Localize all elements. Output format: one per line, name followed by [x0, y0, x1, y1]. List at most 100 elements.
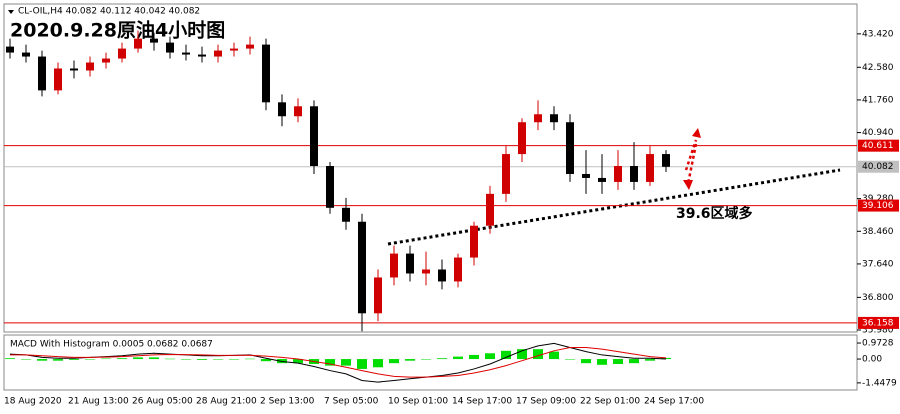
candle-body	[374, 277, 382, 314]
candle-body	[422, 269, 430, 274]
histogram-bar	[325, 359, 335, 366]
candle-body	[470, 225, 478, 258]
candle-body	[406, 253, 414, 274]
y-tick-label: 38.460	[862, 227, 894, 237]
y-tick-label: 40.940	[862, 128, 894, 138]
x-tick-label: 2 Sep 13:00	[260, 397, 315, 407]
candle-body	[166, 42, 174, 53]
x-tick-label: 26 Aug 05:00	[132, 397, 193, 407]
candle-body	[102, 58, 110, 63]
level-tag	[858, 316, 899, 329]
x-tick-label: 10 Sep 01:00	[388, 397, 448, 407]
level-label: 40.082	[862, 162, 894, 172]
candle-body	[326, 166, 334, 208]
histogram-bar	[597, 359, 607, 365]
candle-body	[214, 50, 222, 57]
candle-body	[630, 166, 638, 182]
histogram-bar	[613, 359, 623, 364]
arrow-head	[692, 128, 701, 138]
arrow-down	[686, 143, 698, 185]
candle-body	[662, 154, 670, 167]
candle-body	[246, 44, 254, 49]
histogram-bar	[53, 359, 63, 361]
candle-body	[118, 48, 126, 59]
candle-body	[518, 122, 526, 155]
histogram-bar	[229, 359, 239, 360]
candle-body	[614, 166, 622, 182]
histogram-bar	[21, 359, 31, 360]
candle-body	[582, 173, 590, 178]
histogram-bar	[117, 358, 127, 360]
y-tick-label: 37.640	[862, 259, 894, 269]
candle-body	[454, 257, 462, 282]
trendline	[387, 168, 841, 246]
candle-body	[54, 68, 62, 91]
histogram-bar	[213, 359, 223, 360]
histogram-bar	[517, 349, 527, 360]
candle-body	[70, 68, 78, 71]
x-tick-label: 17 Sep 09:00	[516, 397, 576, 407]
candle-body	[86, 62, 94, 71]
macd-title: MACD With Histogram 0.0005 0.0682 0.0687	[10, 340, 213, 350]
candle-body	[6, 46, 14, 53]
histogram-bar	[629, 359, 639, 364]
histogram-bar	[421, 359, 431, 360]
y-tick-label: 42.580	[862, 63, 894, 73]
y-tick-label: 0.9728	[862, 339, 894, 349]
histogram-bar	[149, 357, 159, 360]
candle-body	[294, 106, 302, 117]
macd-line	[9, 342, 667, 383]
y-tick-label: 35.980	[862, 326, 894, 336]
candle-body	[550, 114, 558, 123]
histogram-bar	[85, 359, 95, 360]
arrow-up	[684, 139, 698, 171]
macd-frame	[3, 334, 858, 391]
chart-title: 2020.9.28原油4小时图	[10, 20, 225, 42]
annotation: 39.6区域多	[676, 205, 753, 222]
histogram-bar	[565, 359, 575, 360]
histogram-bar	[645, 359, 655, 361]
candle-body	[502, 154, 510, 194]
level-label: 39.106	[862, 201, 894, 211]
candle-body	[534, 114, 542, 123]
level-tag	[858, 139, 899, 152]
histogram-bar	[293, 359, 303, 364]
price-frame	[3, 3, 858, 333]
candle-body	[438, 269, 446, 282]
candle-body	[262, 44, 270, 103]
candle-body	[342, 207, 350, 222]
histogram-bar	[69, 359, 79, 360]
x-tick-label: 24 Sep 17:00	[644, 397, 704, 407]
candle-body	[22, 52, 30, 57]
candle-body	[390, 253, 398, 278]
x-tick-label: 7 Sep 05:00	[324, 397, 379, 407]
y-tick-label: 36.800	[862, 293, 894, 303]
histogram-bar	[581, 359, 591, 364]
macd-line	[10, 347, 667, 378]
y-tick-label: 41.760	[862, 95, 894, 105]
histogram-bar	[5, 358, 15, 360]
histogram-bar	[453, 356, 463, 360]
x-tick-label: 18 Aug 2020	[4, 397, 62, 407]
histogram-bar	[661, 357, 671, 360]
candle-body	[486, 193, 494, 226]
candle-body	[198, 54, 206, 57]
level-tag	[858, 160, 899, 173]
histogram-bar	[549, 351, 559, 360]
histogram-bar	[389, 359, 399, 364]
histogram-bar	[165, 358, 175, 360]
candle-body	[150, 38, 158, 43]
histogram-bar	[405, 359, 415, 361]
y-tick-label: 0.00	[862, 355, 882, 365]
menu-icon	[8, 10, 14, 14]
level-label: 40.611	[862, 141, 894, 151]
x-tick-label: 22 Sep 01:00	[580, 397, 640, 407]
histogram-bar	[469, 354, 479, 360]
histogram-bar	[245, 358, 255, 360]
candle-body	[310, 106, 318, 167]
histogram-bar	[133, 357, 143, 360]
x-tick-label: 28 Aug 21:00	[196, 397, 257, 407]
candle-body	[230, 48, 238, 51]
histogram-bar	[37, 359, 47, 361]
